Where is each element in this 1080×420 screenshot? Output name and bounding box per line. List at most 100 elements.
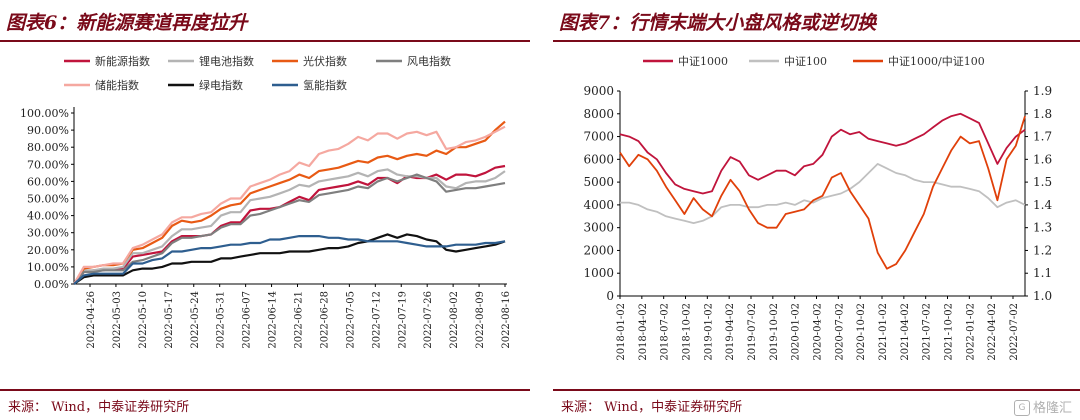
x-tick-label: 2019-04-02 bbox=[725, 303, 736, 361]
right-title-rule bbox=[553, 40, 1080, 42]
legend-label: 中证1000/中证100 bbox=[888, 55, 985, 68]
x-tick-label: 2022-08-09 bbox=[475, 291, 486, 349]
y-left-tick-label: 1000 bbox=[583, 266, 614, 280]
y-right-tick-label: 1.1 bbox=[1033, 266, 1052, 280]
legend-label: 光伏指数 bbox=[303, 54, 347, 68]
x-tick-label: 2018-10-02 bbox=[682, 303, 693, 361]
right-source-note: 来源： Wind，中泰证券研究所 bbox=[561, 400, 743, 415]
y-tick-label: 100.00% bbox=[20, 107, 69, 120]
left-figure-title: 图表6：新能源赛道再度拉升 bbox=[6, 12, 248, 34]
y-left-tick-label: 2000 bbox=[583, 243, 614, 257]
series-line bbox=[73, 120, 506, 285]
y-right-tick-label: 1.5 bbox=[1033, 175, 1052, 189]
left-chart-panel: 图表6：新能源赛道再度拉升 新能源指数 锂电池指数 光伏指数 风电指数储能指数 绿电指数… bbox=[0, 0, 530, 420]
x-tick-label: 2022-05-31 bbox=[216, 291, 227, 349]
y-tick-label: 80.00% bbox=[27, 141, 69, 154]
x-tick-label: 2022-05-17 bbox=[164, 291, 175, 349]
legend-label: 风电指数 bbox=[407, 54, 451, 68]
x-tick-label: 2020-04-02 bbox=[813, 303, 824, 361]
legend-label: 绿电指数 bbox=[199, 78, 243, 92]
right-line-chart: 中证1000 中证100 中证1000/中证100 0 1000 2000 3000 4000… bbox=[583, 55, 1052, 361]
legend-label: 储能指数 bbox=[95, 78, 139, 92]
x-tick-label: 2022-08-02 bbox=[449, 291, 460, 349]
y-right-tick-label: 1.7 bbox=[1033, 130, 1052, 144]
x-tick-label: 2018-04-02 bbox=[638, 303, 649, 361]
y-tick-label: 0.00% bbox=[34, 278, 69, 291]
y-right-tick-label: 1.9 bbox=[1033, 84, 1052, 98]
x-tick-label: 2022-06-21 bbox=[294, 291, 305, 349]
x-tick-label: 2019-01-02 bbox=[703, 303, 714, 361]
x-tick-label: 2022-07-19 bbox=[397, 291, 408, 349]
gelonghui-logo-icon: G bbox=[1013, 400, 1030, 416]
x-tick-label: 2019-10-02 bbox=[769, 303, 780, 361]
x-tick-label: 2022-08-16 bbox=[501, 291, 512, 349]
legend-label: 中证100 bbox=[784, 55, 827, 68]
x-tick-label: 2018-01-02 bbox=[616, 303, 627, 361]
y-right-tick-label: 1.0 bbox=[1033, 289, 1052, 303]
y-left-tick-label: 0 bbox=[606, 289, 614, 303]
x-tick-label: 2022-06-28 bbox=[319, 291, 330, 349]
y-left-tick-label: 4000 bbox=[583, 198, 614, 212]
right-figure-title: 图表7：行情末端大小盘风格或逆切换 bbox=[559, 12, 877, 34]
x-tick-label: 2022-07-12 bbox=[371, 291, 382, 349]
x-tick-label: 2022-07-26 bbox=[423, 291, 434, 349]
y-tick-label: 30.00% bbox=[27, 227, 69, 240]
series-line bbox=[73, 235, 506, 285]
y-left-tick-label: 9000 bbox=[583, 84, 614, 98]
series-line bbox=[73, 125, 506, 285]
y-tick-label: 20.00% bbox=[27, 244, 69, 257]
y-left-tick-label: 7000 bbox=[583, 130, 614, 144]
right-source-rule bbox=[553, 389, 1080, 391]
y-left-tick-label: 6000 bbox=[583, 152, 614, 166]
x-tick-label: 2022-04-26 bbox=[86, 291, 97, 349]
x-tick-label: 2018-07-02 bbox=[660, 303, 671, 361]
x-tick-label: 2022-01-02 bbox=[965, 303, 976, 361]
x-tick-label: 2020-10-02 bbox=[856, 303, 867, 361]
x-tick-label: 2022-04-02 bbox=[987, 303, 998, 361]
left-source-rule bbox=[0, 389, 530, 391]
y-right-tick-label: 1.6 bbox=[1033, 152, 1052, 166]
y-left-tick-label: 3000 bbox=[583, 221, 614, 235]
x-tick-label: 2020-01-02 bbox=[791, 303, 802, 361]
x-tick-label: 2022-07-05 bbox=[345, 291, 356, 349]
watermark-text: 格隆汇 bbox=[1032, 400, 1072, 416]
x-tick-label: 2022-05-24 bbox=[190, 291, 201, 349]
legend-label: 锂电池指数 bbox=[199, 54, 254, 68]
y-tick-label: 60.00% bbox=[27, 175, 69, 188]
y-right-tick-label: 1.8 bbox=[1033, 107, 1052, 121]
legend-label: 中证1000 bbox=[678, 55, 728, 68]
y-right-tick-label: 1.4 bbox=[1033, 198, 1052, 212]
legend-label: 氢能指数 bbox=[303, 78, 347, 92]
x-tick-label: 2021-04-02 bbox=[900, 303, 911, 361]
y-tick-label: 50.00% bbox=[27, 193, 69, 206]
x-tick-label: 2022-06-14 bbox=[268, 291, 279, 349]
x-tick-label: 2021-10-02 bbox=[944, 303, 955, 361]
right-chart-panel: 图表7：行情末端大小盘风格或逆切换 中证1000 中证100 中证1000/中证10… bbox=[553, 0, 1080, 420]
series-line bbox=[619, 115, 1026, 270]
left-title-rule bbox=[0, 40, 530, 42]
x-tick-label: 2022-05-10 bbox=[138, 291, 149, 349]
y-tick-label: 40.00% bbox=[27, 210, 69, 223]
legend-label: 新能源指数 bbox=[95, 54, 150, 68]
series-line bbox=[73, 164, 506, 285]
series-line bbox=[620, 162, 1026, 225]
x-tick-label: 2022-05-03 bbox=[112, 291, 123, 349]
y-left-tick-label: 5000 bbox=[583, 175, 614, 189]
y-right-tick-label: 1.3 bbox=[1033, 221, 1052, 235]
series-line bbox=[73, 233, 506, 285]
y-left-tick-label: 8000 bbox=[583, 107, 614, 121]
y-tick-label: 90.00% bbox=[27, 124, 69, 137]
y-tick-label: 70.00% bbox=[27, 158, 69, 171]
series-line bbox=[73, 173, 506, 285]
x-tick-label: 2021-01-02 bbox=[878, 303, 889, 361]
y-tick-label: 10.00% bbox=[27, 261, 69, 274]
watermark: G 格隆汇 bbox=[1013, 397, 1072, 416]
x-tick-label: 2020-07-02 bbox=[834, 303, 845, 361]
x-tick-label: 2021-07-02 bbox=[922, 303, 933, 361]
x-tick-label: 2019-07-02 bbox=[747, 303, 758, 361]
y-right-tick-label: 1.2 bbox=[1033, 243, 1052, 257]
x-tick-label: 2022-07-02 bbox=[1009, 303, 1020, 361]
series-line bbox=[619, 112, 1026, 195]
x-tick-label: 2022-06-07 bbox=[242, 291, 253, 349]
